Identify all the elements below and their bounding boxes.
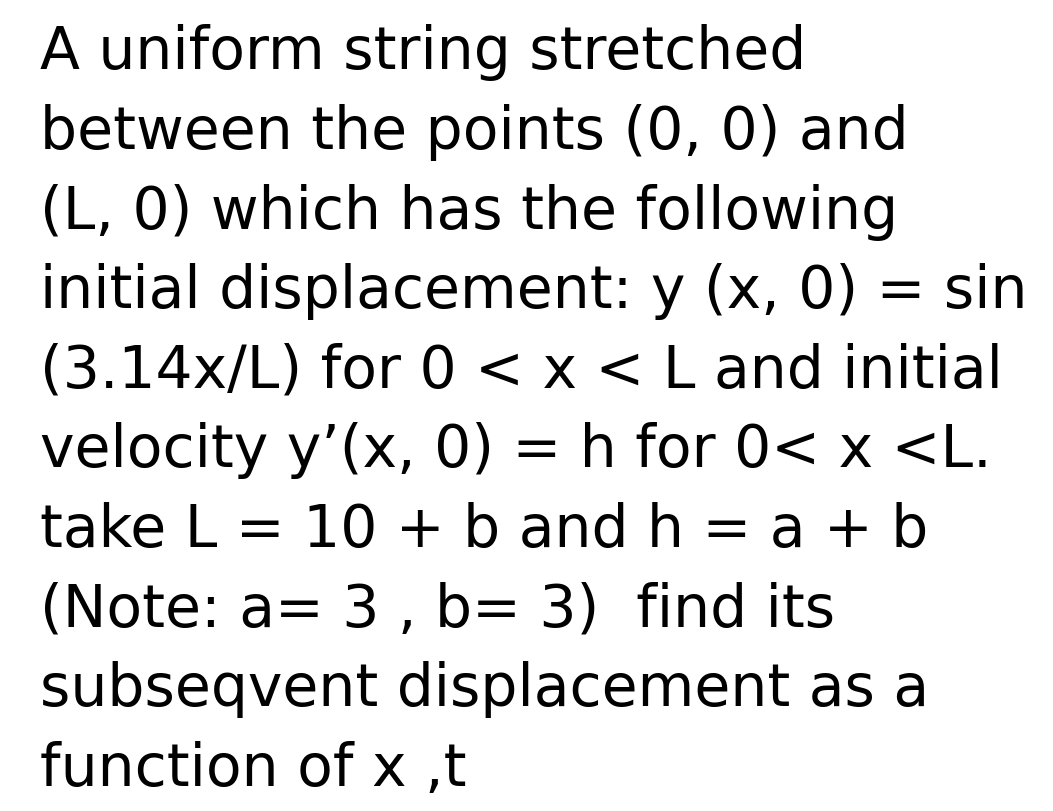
Text: A uniform string stretched: A uniform string stretched: [40, 24, 807, 81]
Text: take L = 10 + b and h = a + b: take L = 10 + b and h = a + b: [40, 501, 929, 558]
Text: velocity y’(x, 0) = h for 0< x <L.: velocity y’(x, 0) = h for 0< x <L.: [40, 422, 992, 478]
Text: subseqvent displacement as a: subseqvent displacement as a: [40, 660, 929, 717]
Text: (Note: a= 3 , b= 3)  find its: (Note: a= 3 , b= 3) find its: [40, 581, 835, 637]
Text: initial displacement: y (x, 0) = sin: initial displacement: y (x, 0) = sin: [40, 263, 1028, 320]
Text: between the points (0, 0) and: between the points (0, 0) and: [40, 104, 909, 161]
Text: (L, 0) which has the following: (L, 0) which has the following: [40, 183, 898, 240]
Text: (3.14x/L) for 0 < x < L and initial: (3.14x/L) for 0 < x < L and initial: [40, 342, 1002, 399]
Text: function of x ,t: function of x ,t: [40, 740, 466, 796]
